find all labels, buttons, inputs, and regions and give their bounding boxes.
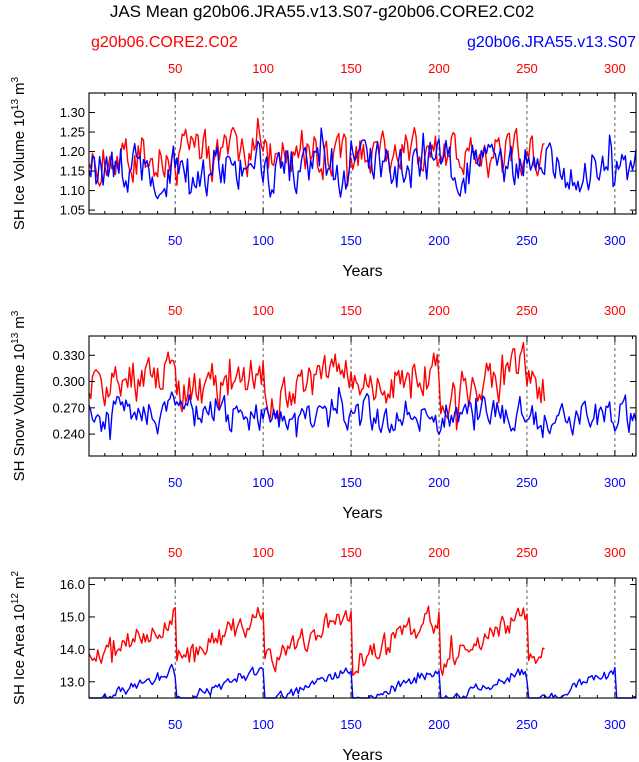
x-top-tick-label: 300 [604,303,626,318]
x-bottom-tick-label: 50 [168,233,182,248]
x-top-tick-label: 200 [428,61,450,76]
y-label-ylabel_main: SH Ice Volume 10 [11,110,28,230]
panel-3: 13.0 14.0 15.0 16.0 50 100 150 200 250 300 50 100 15… [10,545,637,762]
x-bottom-tick-label: 50 [168,717,182,732]
series-red-line [88,117,545,187]
x-bottom-tick-label: 150 [340,233,362,248]
y-label-ylabel_exp: 13 [10,98,21,110]
figure-title: JAS Mean g20b06.JRA55.v13.S07-g20b06.COR… [110,2,534,21]
x-top-tick-label: 150 [340,61,362,76]
x-bottom-tick-label: 300 [604,475,626,490]
y-tick-label: 15.0 [60,609,85,624]
x-bottom-tick-label: 250 [516,475,538,490]
y-tick-label: 1.25 [60,125,85,140]
legend-red-label: g20b06.CORE2.C02 [91,34,238,51]
series-blue-line [88,127,637,200]
x-top-tick-label: 250 [516,61,538,76]
y-axis-label: SH Snow Volume 1013 m3 [10,310,28,481]
x-bottom-tick-label: 250 [516,233,538,248]
x-bottom-tick-label: 100 [252,233,274,248]
x-bottom-tick-label: 200 [428,717,450,732]
y-label-ylabel_unit: m [11,316,28,329]
x-top-tick-label: 250 [516,545,538,560]
x-top-tick-label: 300 [604,545,626,560]
y-label-ylabel_main: SH Snow Volume 10 [11,344,28,482]
series-blue-line [89,663,637,699]
y-tick-label: 0.240 [52,427,85,442]
y-label-ylabel_exp: 13 [10,332,21,344]
y-tick-label: 14.0 [60,642,85,657]
x-axis-label: Years [342,263,382,280]
x-top-tick-label: 200 [428,303,450,318]
y-axis-label: SH Ice Volume 1013 m3 [10,76,28,230]
x-top-tick-label: 150 [340,303,362,318]
y-label-ylabel_unit_exp: 3 [10,310,21,316]
y-label-ylabel_exp: 12 [10,593,21,605]
y-tick-label: 1.10 [60,183,85,198]
y-tick-label: 0.270 [52,400,85,415]
x-top-tick-label: 100 [252,303,274,318]
x-top-tick-label: 50 [168,545,182,560]
x-bottom-tick-label: 100 [252,475,274,490]
plot-frame [88,577,637,699]
x-bottom-tick-label: 150 [340,717,362,732]
y-axis-label: SH Ice Area 1012 m2 [10,571,28,706]
y-tick-label: 1.15 [60,164,85,179]
legend-blue-label: g20b06.JRA55.v13.S07 [467,34,636,51]
x-top-tick-label: 50 [168,61,182,76]
x-bottom-tick-label: 300 [604,233,626,248]
y-tick-label: 16.0 [60,577,85,592]
series-red-line [88,605,545,676]
y-tick-label: 1.05 [60,203,85,218]
panel-1: 1.05 1.10 1.15 1.20 1.25 1.30 50 100 150 200 250 30… [10,61,637,280]
y-tick-label: 13.0 [60,674,85,689]
x-bottom-tick-label: 100 [252,717,274,732]
x-top-tick-label: 100 [252,61,274,76]
x-axis-label: Years [342,505,382,522]
x-bottom-tick-label: 150 [340,475,362,490]
y-label-ylabel_unit: m [11,82,28,95]
plot-frame [88,92,637,215]
y-tick-label: 0.300 [52,374,85,389]
y-label-ylabel_unit_exp: 3 [10,76,21,82]
y-label-ylabel_main: SH Ice Area 10 [11,604,28,705]
x-bottom-tick-label: 50 [168,475,182,490]
x-top-tick-label: 150 [340,545,362,560]
series-blue-line [88,386,637,441]
y-label-ylabel_unit_exp: 2 [10,571,21,577]
y-tick-label: 1.20 [60,144,85,159]
x-top-tick-label: 300 [604,61,626,76]
y-tick-label: 0.330 [52,348,85,363]
x-top-tick-label: 200 [428,545,450,560]
x-top-tick-label: 50 [168,303,182,318]
x-bottom-tick-label: 300 [604,717,626,732]
series-red-line [88,341,546,431]
x-axis-label: Years [342,747,382,762]
panel-2: 0.240 0.270 0.300 0.330 50 100 150 200 250 300 50 1… [10,303,637,522]
x-bottom-tick-label: 250 [516,717,538,732]
x-top-tick-label: 100 [252,545,274,560]
x-bottom-tick-label: 200 [428,475,450,490]
y-label-ylabel_unit: m [11,577,28,590]
x-bottom-tick-label: 200 [428,233,450,248]
x-top-tick-label: 250 [516,303,538,318]
plot-frame [88,335,637,457]
y-tick-label: 1.30 [60,105,85,120]
